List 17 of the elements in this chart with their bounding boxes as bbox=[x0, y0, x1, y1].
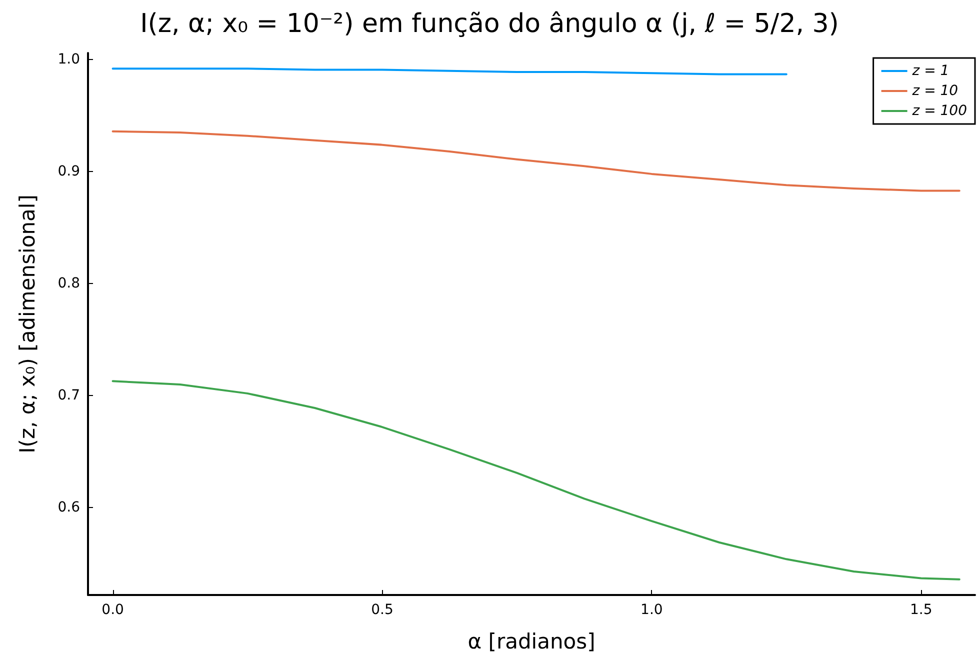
y-tick-label: 0.7 bbox=[58, 388, 80, 404]
y-tick-label: 0.6 bbox=[58, 500, 80, 516]
x-tick-label: 0.0 bbox=[102, 602, 124, 618]
legend-label: z = 1 bbox=[911, 63, 950, 79]
y-tick-label: 0.9 bbox=[58, 164, 80, 180]
line-series bbox=[112, 130, 960, 192]
x-tick-label: 1.5 bbox=[910, 602, 932, 618]
x-axis-title: α [radianos] bbox=[468, 630, 596, 654]
y-tick-label: 0.8 bbox=[58, 276, 80, 292]
legend-label: z = 100 bbox=[911, 103, 968, 119]
x-tick-label: 1.0 bbox=[640, 602, 663, 618]
x-tick-label: 0.5 bbox=[371, 602, 394, 618]
y-tick-label: 1.0 bbox=[58, 52, 80, 68]
line-series bbox=[112, 380, 960, 580]
y-axis-title: I(z, α; x₀) [adimensional] bbox=[16, 194, 40, 454]
legend-label: z = 10 bbox=[911, 83, 958, 99]
chart-title: I(z, α; x₀ = 10⁻²) em função do ângulo α (j, ℓ = 5/2, 3) bbox=[140, 9, 839, 39]
